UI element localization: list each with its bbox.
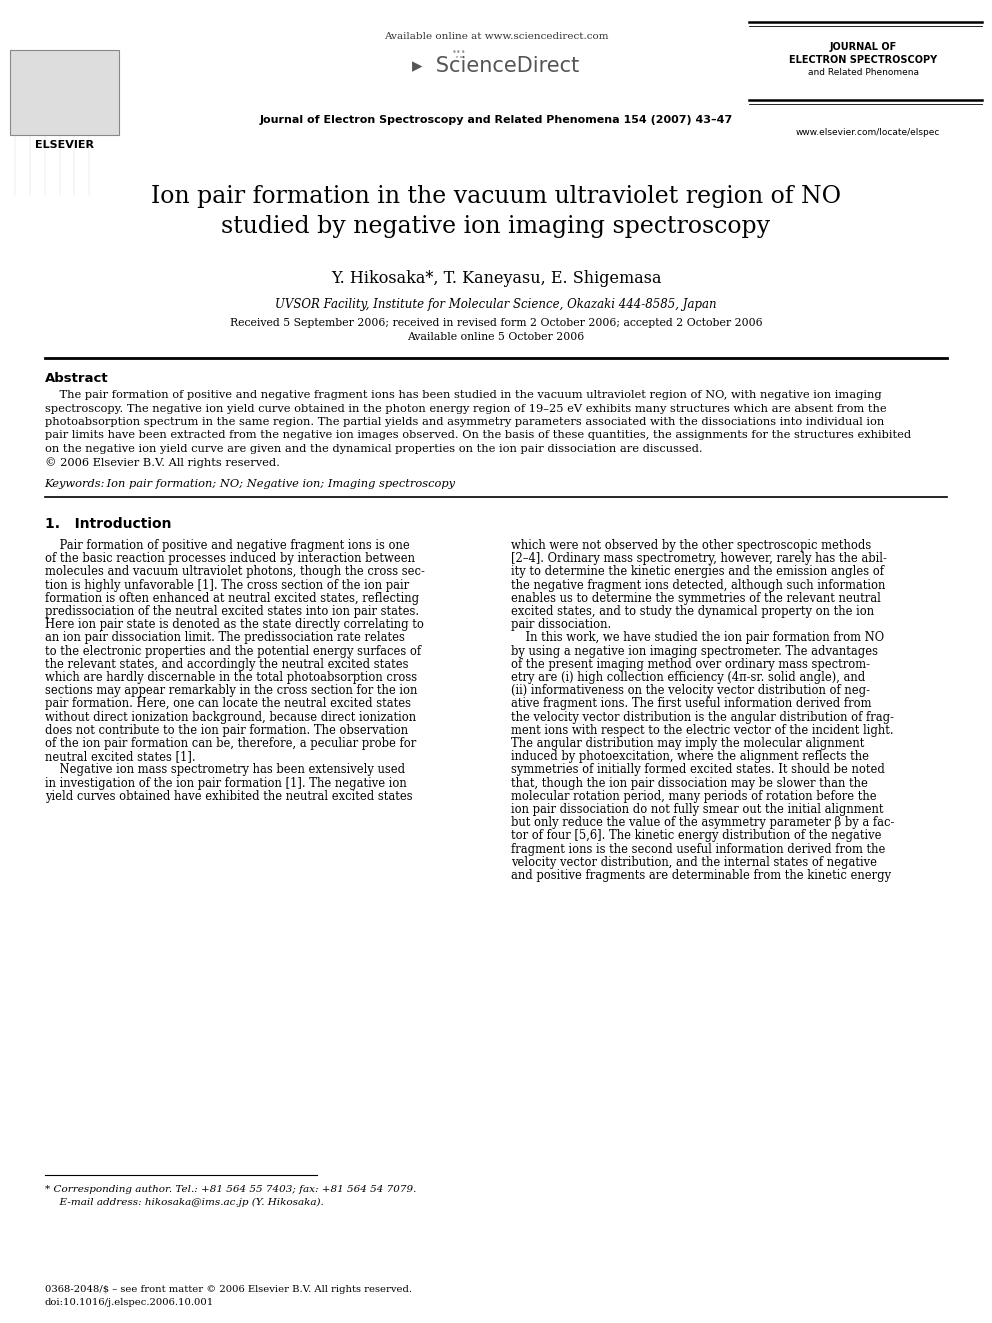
Text: ▸  ScienceDirect: ▸ ScienceDirect (413, 56, 579, 75)
Text: ion pair dissociation do not fully smear out the initial alignment: ion pair dissociation do not fully smear… (511, 803, 884, 816)
Text: does not contribute to the ion pair formation. The observation: does not contribute to the ion pair form… (45, 724, 408, 737)
Text: velocity vector distribution, and the internal states of negative: velocity vector distribution, and the in… (511, 856, 877, 869)
Bar (10, 50, 119, 135)
Text: the velocity vector distribution is the angular distribution of frag-: the velocity vector distribution is the … (511, 710, 894, 724)
Text: www.elsevier.com/locate/elspec: www.elsevier.com/locate/elspec (796, 128, 940, 138)
Text: of the basic reaction processes induced by interaction between: of the basic reaction processes induced … (45, 552, 415, 565)
Text: in investigation of the ion pair formation [1]. The negative ion: in investigation of the ion pair formati… (45, 777, 407, 790)
Text: ity to determine the kinetic energies and the emission angles of: ity to determine the kinetic energies an… (511, 565, 884, 578)
Text: pair limits have been extracted from the negative ion images observed. On the ba: pair limits have been extracted from the… (45, 430, 911, 441)
Text: fragment ions is the second useful information derived from the: fragment ions is the second useful infor… (511, 843, 885, 856)
Text: that, though the ion pair dissociation may be slower than the: that, though the ion pair dissociation m… (511, 777, 868, 790)
Text: pair dissociation.: pair dissociation. (511, 618, 611, 631)
Text: of the present imaging method over ordinary mass spectrom-: of the present imaging method over ordin… (511, 658, 870, 671)
Text: tor of four [5,6]. The kinetic energy distribution of the negative: tor of four [5,6]. The kinetic energy di… (511, 830, 881, 843)
Text: Ion pair formation in the vacuum ultraviolet region of NO: Ion pair formation in the vacuum ultravi… (151, 185, 841, 208)
Text: Y. Hikosaka*, T. Kaneyasu, E. Shigemasa: Y. Hikosaka*, T. Kaneyasu, E. Shigemasa (330, 270, 662, 287)
Text: molecular rotation period, many periods of rotation before the: molecular rotation period, many periods … (511, 790, 877, 803)
Text: ELSEVIER: ELSEVIER (35, 140, 94, 149)
Text: The angular distribution may imply the molecular alignment: The angular distribution may imply the m… (511, 737, 864, 750)
Text: The pair formation of positive and negative fragment ions has been studied in th: The pair formation of positive and negat… (45, 390, 881, 400)
Text: 1.   Introduction: 1. Introduction (45, 517, 172, 531)
Text: and positive fragments are determinable from the kinetic energy: and positive fragments are determinable … (511, 869, 891, 882)
Text: of the ion pair formation can be, therefore, a peculiar probe for: of the ion pair formation can be, theref… (45, 737, 416, 750)
Text: on the negative ion yield curve are given and the dynamical properties on the io: on the negative ion yield curve are give… (45, 445, 702, 454)
Text: studied by negative ion imaging spectroscopy: studied by negative ion imaging spectros… (221, 216, 771, 238)
Text: * Corresponding author. Tel.: +81 564 55 7403; fax: +81 564 54 7079.: * Corresponding author. Tel.: +81 564 55… (45, 1185, 416, 1193)
Text: ative fragment ions. The first useful information derived from: ative fragment ions. The first useful in… (511, 697, 871, 710)
Text: Pair formation of positive and negative fragment ions is one: Pair formation of positive and negative … (45, 538, 410, 552)
Text: yield curves obtained have exhibited the neutral excited states: yield curves obtained have exhibited the… (45, 790, 413, 803)
Text: molecules and vacuum ultraviolet photons, though the cross sec-: molecules and vacuum ultraviolet photons… (45, 565, 425, 578)
Text: [2–4]. Ordinary mass spectrometry, however, rarely has the abil-: [2–4]. Ordinary mass spectrometry, howev… (511, 552, 887, 565)
Text: etry are (i) high collection efficiency (4π-sr. solid angle), and: etry are (i) high collection efficiency … (511, 671, 865, 684)
Text: which were not observed by the other spectroscopic methods: which were not observed by the other spe… (511, 538, 871, 552)
Text: Here ion pair state is denoted as the state directly correlating to: Here ion pair state is denoted as the st… (45, 618, 424, 631)
Text: symmetries of initially formed excited states. It should be noted: symmetries of initially formed excited s… (511, 763, 885, 777)
Text: pair formation. Here, one can locate the neutral excited states: pair formation. Here, one can locate the… (45, 697, 411, 710)
Text: doi:10.1016/j.elspec.2006.10.001: doi:10.1016/j.elspec.2006.10.001 (45, 1298, 214, 1307)
Text: JOURNAL OF: JOURNAL OF (829, 42, 897, 52)
Text: an ion pair dissociation limit. The predissociation rate relates: an ion pair dissociation limit. The pred… (45, 631, 405, 644)
Text: which are hardly discernable in the total photoabsorption cross: which are hardly discernable in the tota… (45, 671, 417, 684)
Text: Received 5 September 2006; received in revised form 2 October 2006; accepted 2 O: Received 5 September 2006; received in r… (230, 318, 762, 328)
Text: neutral excited states [1].: neutral excited states [1]. (45, 750, 195, 763)
Text: 0368-2048/$ – see front matter © 2006 Elsevier B.V. All rights reserved.: 0368-2048/$ – see front matter © 2006 El… (45, 1285, 412, 1294)
Text: sections may appear remarkably in the cross section for the ion: sections may appear remarkably in the cr… (45, 684, 417, 697)
Text: ment ions with respect to the electric vector of the incident light.: ment ions with respect to the electric v… (511, 724, 894, 737)
Text: enables us to determine the symmetries of the relevant neutral: enables us to determine the symmetries o… (511, 591, 881, 605)
Text: excited states, and to study the dynamical property on the ion: excited states, and to study the dynamic… (511, 605, 874, 618)
Text: the relevant states, and accordingly the neutral excited states: the relevant states, and accordingly the… (45, 658, 408, 671)
Text: © 2006 Elsevier B.V. All rights reserved.: © 2006 Elsevier B.V. All rights reserved… (45, 458, 280, 468)
Text: tion is highly unfavorable [1]. The cross section of the ion pair: tion is highly unfavorable [1]. The cros… (45, 578, 409, 591)
Text: the negative fragment ions detected, although such information: the negative fragment ions detected, alt… (511, 578, 885, 591)
Text: formation is often enhanced at neutral excited states, reflecting: formation is often enhanced at neutral e… (45, 591, 419, 605)
Text: ELECTRON SPECTROSCOPY: ELECTRON SPECTROSCOPY (789, 56, 937, 65)
Text: and Related Phenomena: and Related Phenomena (807, 67, 919, 77)
Text: Abstract: Abstract (45, 372, 108, 385)
Text: induced by photoexcitation, where the alignment reflects the: induced by photoexcitation, where the al… (511, 750, 869, 763)
Text: but only reduce the value of the asymmetry parameter β by a fac-: but only reduce the value of the asymmet… (511, 816, 894, 830)
Text: Available online 5 October 2006: Available online 5 October 2006 (408, 332, 584, 343)
Text: predissociation of the neutral excited states into ion pair states.: predissociation of the neutral excited s… (45, 605, 419, 618)
Text: ••: •• (455, 56, 463, 61)
Text: Journal of Electron Spectroscopy and Related Phenomena 154 (2007) 43–47: Journal of Electron Spectroscopy and Rel… (259, 115, 733, 124)
Text: by using a negative ion imaging spectrometer. The advantages: by using a negative ion imaging spectrom… (511, 644, 878, 658)
Text: Available online at www.sciencedirect.com: Available online at www.sciencedirect.co… (384, 32, 608, 41)
Text: In this work, we have studied the ion pair formation from NO: In this work, we have studied the ion pa… (511, 631, 884, 644)
Text: spectroscopy. The negative ion yield curve obtained in the photon energy region : spectroscopy. The negative ion yield cur… (45, 404, 886, 414)
Text: without direct ionization background, because direct ionization: without direct ionization background, be… (45, 710, 416, 724)
Text: Ion pair formation; NO; Negative ion; Imaging spectroscopy: Ion pair formation; NO; Negative ion; Im… (102, 479, 454, 490)
Text: photoabsorption spectrum in the same region. The partial yields and asymmetry pa: photoabsorption spectrum in the same reg… (45, 417, 884, 427)
Text: UVSOR Facility, Institute for Molecular Science, Okazaki 444-8585, Japan: UVSOR Facility, Institute for Molecular … (275, 298, 717, 311)
Text: E-mail address: hikosaka@ims.ac.jp (Y. Hikosaka).: E-mail address: hikosaka@ims.ac.jp (Y. H… (53, 1199, 323, 1207)
Text: Keywords:: Keywords: (45, 479, 109, 490)
Text: •••: ••• (452, 48, 466, 57)
Text: (ii) informativeness on the velocity vector distribution of neg-: (ii) informativeness on the velocity vec… (511, 684, 870, 697)
Text: Negative ion mass spectrometry has been extensively used: Negative ion mass spectrometry has been … (45, 763, 405, 777)
Text: to the electronic properties and the potential energy surfaces of: to the electronic properties and the pot… (45, 644, 421, 658)
